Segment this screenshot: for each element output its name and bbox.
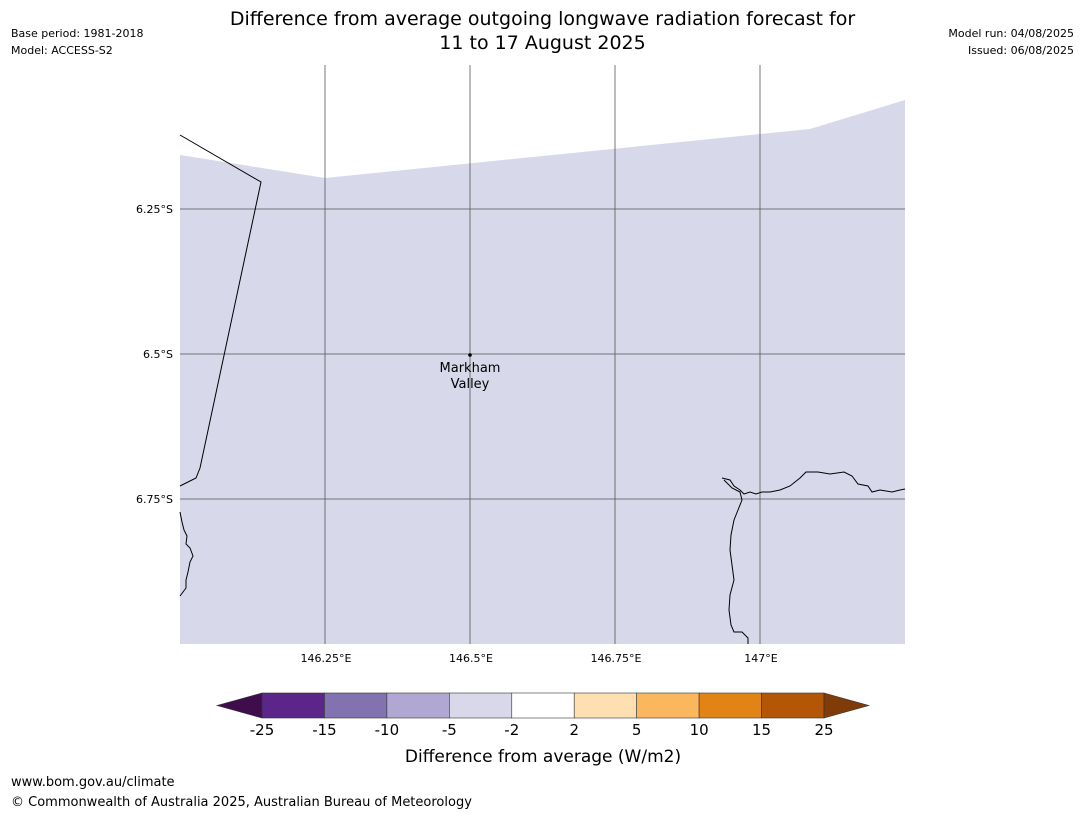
title-line-2: 11 to 17 August 2025 <box>439 32 646 54</box>
model-name: Model: ACCESS-S2 <box>11 44 113 57</box>
metadata-right: Model run: 04/08/2025 Issued: 06/08/2025 <box>948 25 1074 59</box>
graticule <box>180 65 905 644</box>
colorbar-tick-label: -25 <box>250 721 275 739</box>
model-run: Model run: 04/08/2025 <box>948 27 1074 40</box>
lon-label-4: 147°E <box>744 652 777 665</box>
lon-label-1: 146.25°E <box>301 652 352 665</box>
colorbar-tick-label: -15 <box>312 721 337 739</box>
colorbar-segment <box>698 692 762 719</box>
markham-valley-marker <box>468 353 472 357</box>
colorbar-segment <box>386 692 450 719</box>
lon-label-3: 146.75°E <box>591 652 642 665</box>
coastline-huon-gulf <box>721 471 906 495</box>
colorbar-segment <box>636 692 700 719</box>
issued-date: Issued: 06/08/2025 <box>967 44 1074 57</box>
title-line-1: Difference from average outgoing longwav… <box>229 8 856 30</box>
metadata-left: Base period: 1981-2018 Model: ACCESS-S2 <box>11 25 143 59</box>
colorbar-tick-label: 5 <box>632 721 642 739</box>
colorbar-tick-label: 10 <box>690 721 709 739</box>
colorbar-segment <box>761 692 825 719</box>
anomaly-fill-area <box>180 100 905 644</box>
colorbar-extend-high <box>823 692 871 719</box>
colorbar-tick-label: 2 <box>569 721 579 739</box>
colorbar-segment <box>449 692 513 719</box>
lat-label-2: 6.5°S <box>143 348 173 361</box>
colorbar-tick-label: 25 <box>814 721 833 739</box>
colorbar-segment <box>573 692 637 719</box>
lat-label-3: 6.75°S <box>136 493 173 506</box>
colorbar: -25 -15 -10 -5 -2 2 5 10 15 25 <box>215 692 871 739</box>
map-title: Difference from average outgoing longwav… <box>0 7 1085 55</box>
colorbar-segment <box>324 692 388 719</box>
colorbar-tick-label: -2 <box>504 721 519 739</box>
base-period: Base period: 1981-2018 <box>11 27 144 40</box>
place-name-line-1: Markham <box>440 361 501 376</box>
colorbar-tick-label: -10 <box>375 721 400 739</box>
colorbar-segment <box>261 692 325 719</box>
place-name-line-2: Valley <box>451 377 490 392</box>
footer-url: www.bom.gov.au/climate <box>11 775 175 790</box>
colorbar-tick-label: 15 <box>752 721 771 739</box>
coastline-southwest <box>179 511 194 597</box>
colorbar-tick-label: -5 <box>442 721 457 739</box>
border-line-west <box>179 134 262 487</box>
colorbar-segment <box>511 692 575 719</box>
colorbar-extend-low <box>215 692 263 719</box>
colorbar-label: Difference from average (W/m2) <box>405 747 681 767</box>
coastlines <box>179 134 906 644</box>
lon-label-2: 146.5°E <box>449 652 493 665</box>
coastline-river-inlet <box>723 479 749 644</box>
lat-label-1: 6.25°S <box>136 203 173 216</box>
footer-copyright: © Commonwealth of Australia 2025, Austra… <box>11 795 472 810</box>
